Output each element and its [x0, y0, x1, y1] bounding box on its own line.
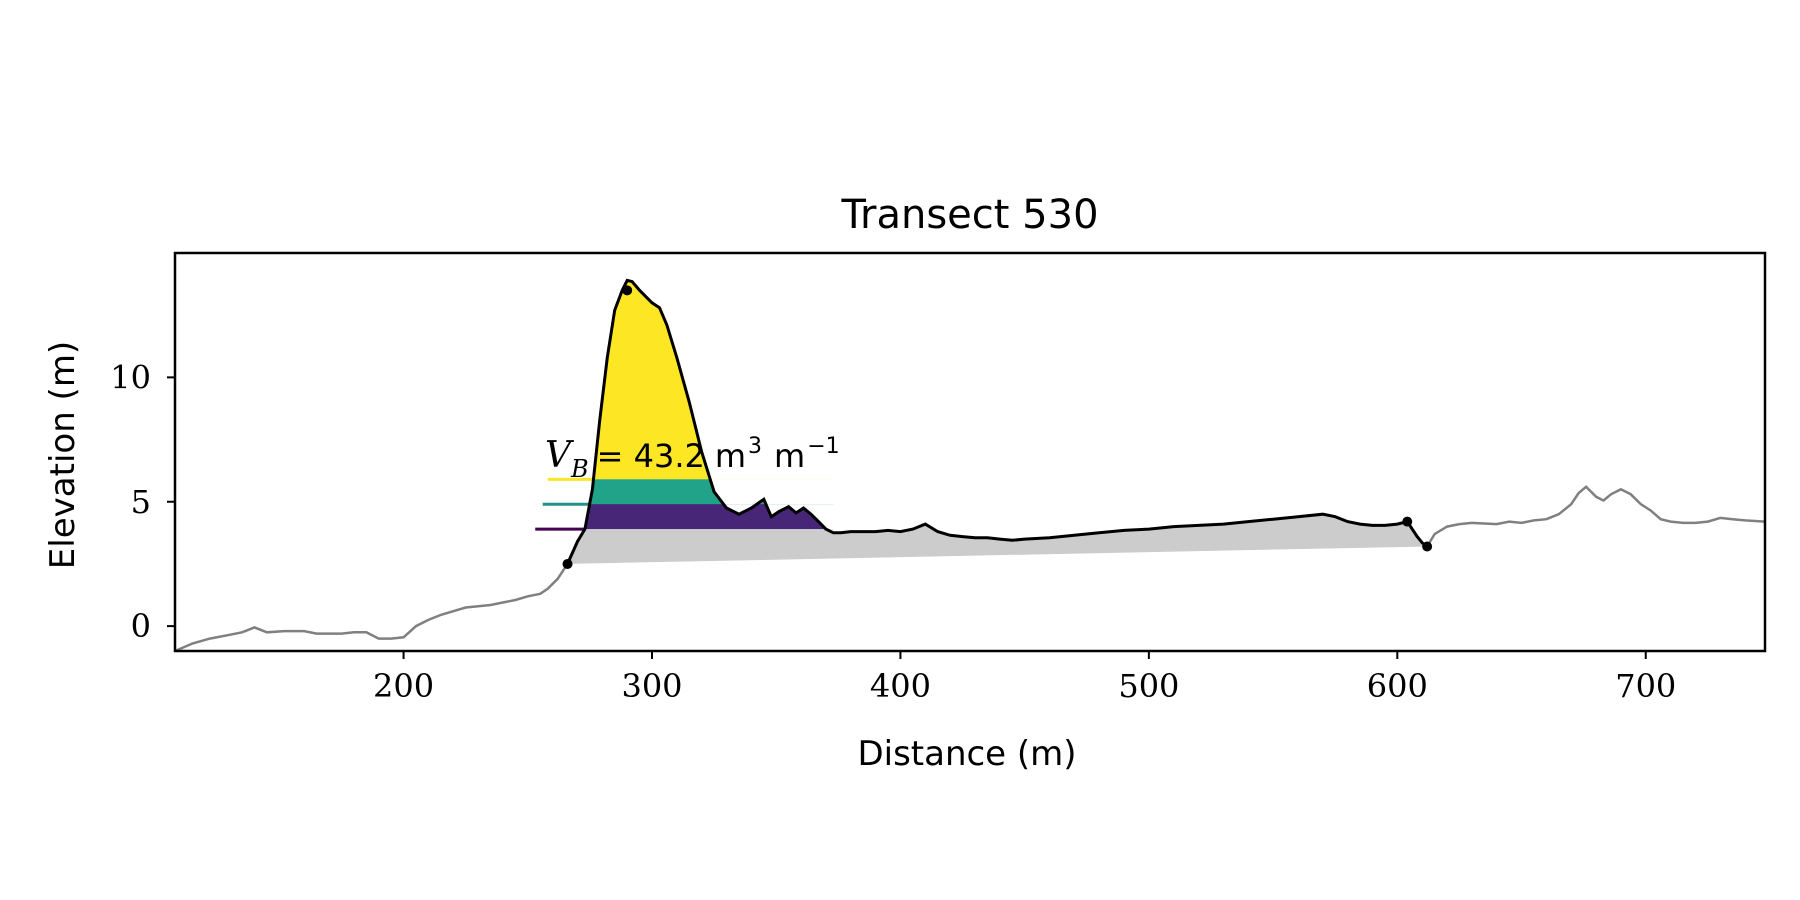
x-tick-label-500: 500 [1118, 667, 1179, 705]
y-axis: 0 5 10 [110, 358, 175, 645]
key-point-1 [622, 285, 633, 296]
y-tick-label-0: 0 [131, 607, 151, 645]
plot-area [175, 278, 1765, 651]
y-tick-label-5: 5 [131, 483, 151, 521]
x-tick-label-200: 200 [373, 667, 434, 705]
y-tick-label-10: 10 [110, 358, 151, 396]
x-tick-label-700: 700 [1615, 667, 1676, 705]
full-profile-line-right [1426, 485, 1765, 548]
band-high-fill [593, 280, 711, 480]
chart-title: Transect 530 [840, 192, 1098, 238]
x-tick-label-600: 600 [1367, 667, 1428, 705]
plot-frame [173, 251, 1767, 653]
x-axis-label: Distance (m) [857, 734, 1076, 774]
key-point-0 [562, 558, 573, 569]
key-point-2 [1402, 516, 1413, 527]
x-tick-label-400: 400 [870, 667, 931, 705]
y-axis-label: Elevation (m) [43, 341, 83, 569]
full-profile-line-left [175, 563, 569, 651]
volume-annotation: VB = 43.2 m3 m−1 [545, 434, 840, 483]
x-tick-label-300: 300 [621, 667, 682, 705]
dune-profile-line [566, 278, 1429, 565]
x-axis: 200 300 400 500 600 700 [373, 651, 1676, 705]
key-point-3 [1422, 541, 1433, 552]
